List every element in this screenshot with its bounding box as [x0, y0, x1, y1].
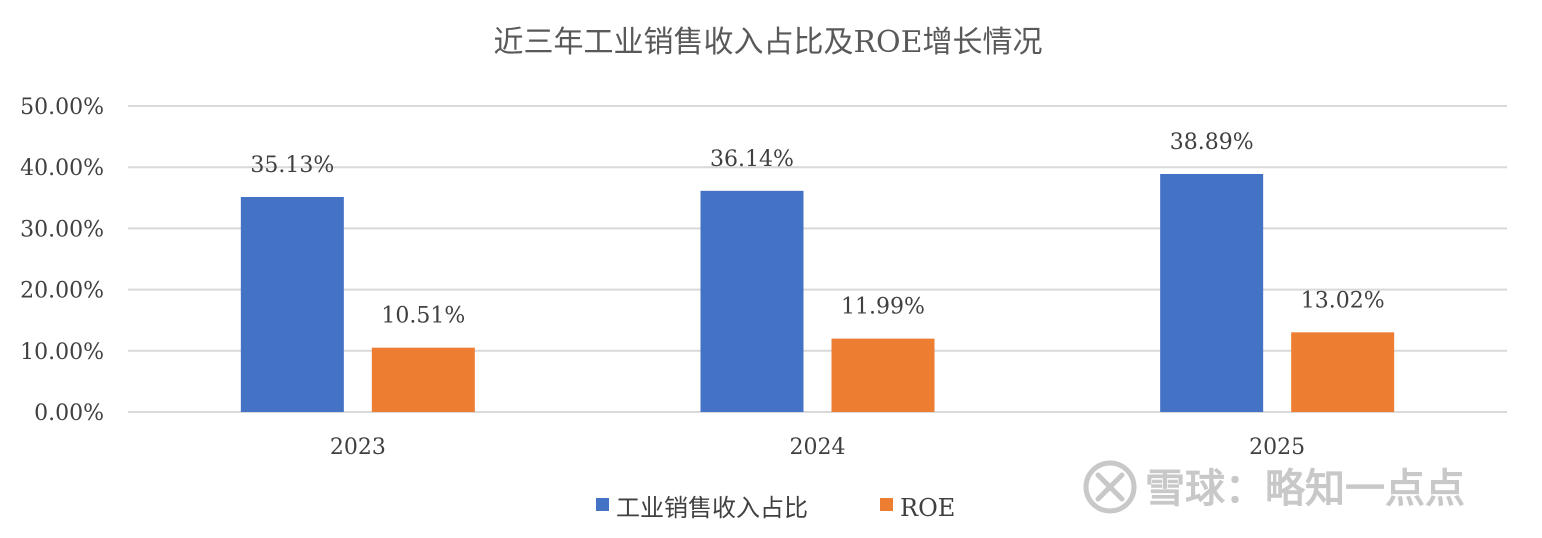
bar-series-1: [1291, 332, 1395, 412]
x-category-label: 2023: [330, 435, 386, 460]
data-label-series-1: 13.02%: [1301, 288, 1385, 313]
bar-series-1: [831, 338, 935, 412]
bar-series-0: [700, 190, 804, 412]
legend-swatch-series-0: [596, 498, 609, 511]
watermark: 雪球：略知一点点: [1083, 460, 1465, 514]
xueqiu-logo-icon: [1083, 460, 1137, 514]
data-label-series-1: 10.51%: [381, 304, 465, 329]
x-category-label: 2024: [790, 435, 846, 460]
data-label-series-0: 36.14%: [710, 147, 794, 172]
data-label-series-0: 35.13%: [250, 153, 334, 178]
y-axis-tick-labels: 0.00% 10.00% 20.00% 30.00% 40.00% 50.00%: [20, 95, 104, 426]
legend-label-series-0: 工业销售收入占比: [616, 494, 808, 522]
bar-series-1: [371, 347, 475, 412]
gridlines: [128, 105, 1507, 413]
bar-series-0: [1160, 173, 1264, 412]
y-tick-label: 50.00%: [20, 95, 104, 120]
y-tick-label: 0.00%: [34, 401, 104, 426]
x-category-label: 2025: [1249, 435, 1305, 460]
y-tick-label: 30.00%: [20, 217, 104, 242]
x-axis-category-labels: 2023 2024 2025: [330, 435, 1305, 460]
y-tick-label: 40.00%: [20, 156, 104, 181]
bars: [240, 173, 1395, 412]
legend: 工业销售收入占比 ROE: [596, 494, 955, 522]
watermark-text: 雪球：略知一点点: [1145, 466, 1465, 512]
legend-swatch-series-1: [880, 498, 893, 511]
data-label-series-0: 38.89%: [1170, 130, 1254, 155]
chart-title: 近三年工业销售收入占比及ROE增长情况: [493, 25, 1042, 60]
data-label-series-1: 11.99%: [841, 295, 925, 320]
y-tick-label: 20.00%: [20, 279, 104, 304]
bar-series-0: [240, 197, 344, 412]
y-tick-label: 10.00%: [20, 340, 104, 365]
legend-label-series-1: ROE: [900, 494, 955, 522]
data-labels: 35.13% 10.51% 36.14% 11.99% 38.89% 13.02%: [250, 130, 1384, 329]
